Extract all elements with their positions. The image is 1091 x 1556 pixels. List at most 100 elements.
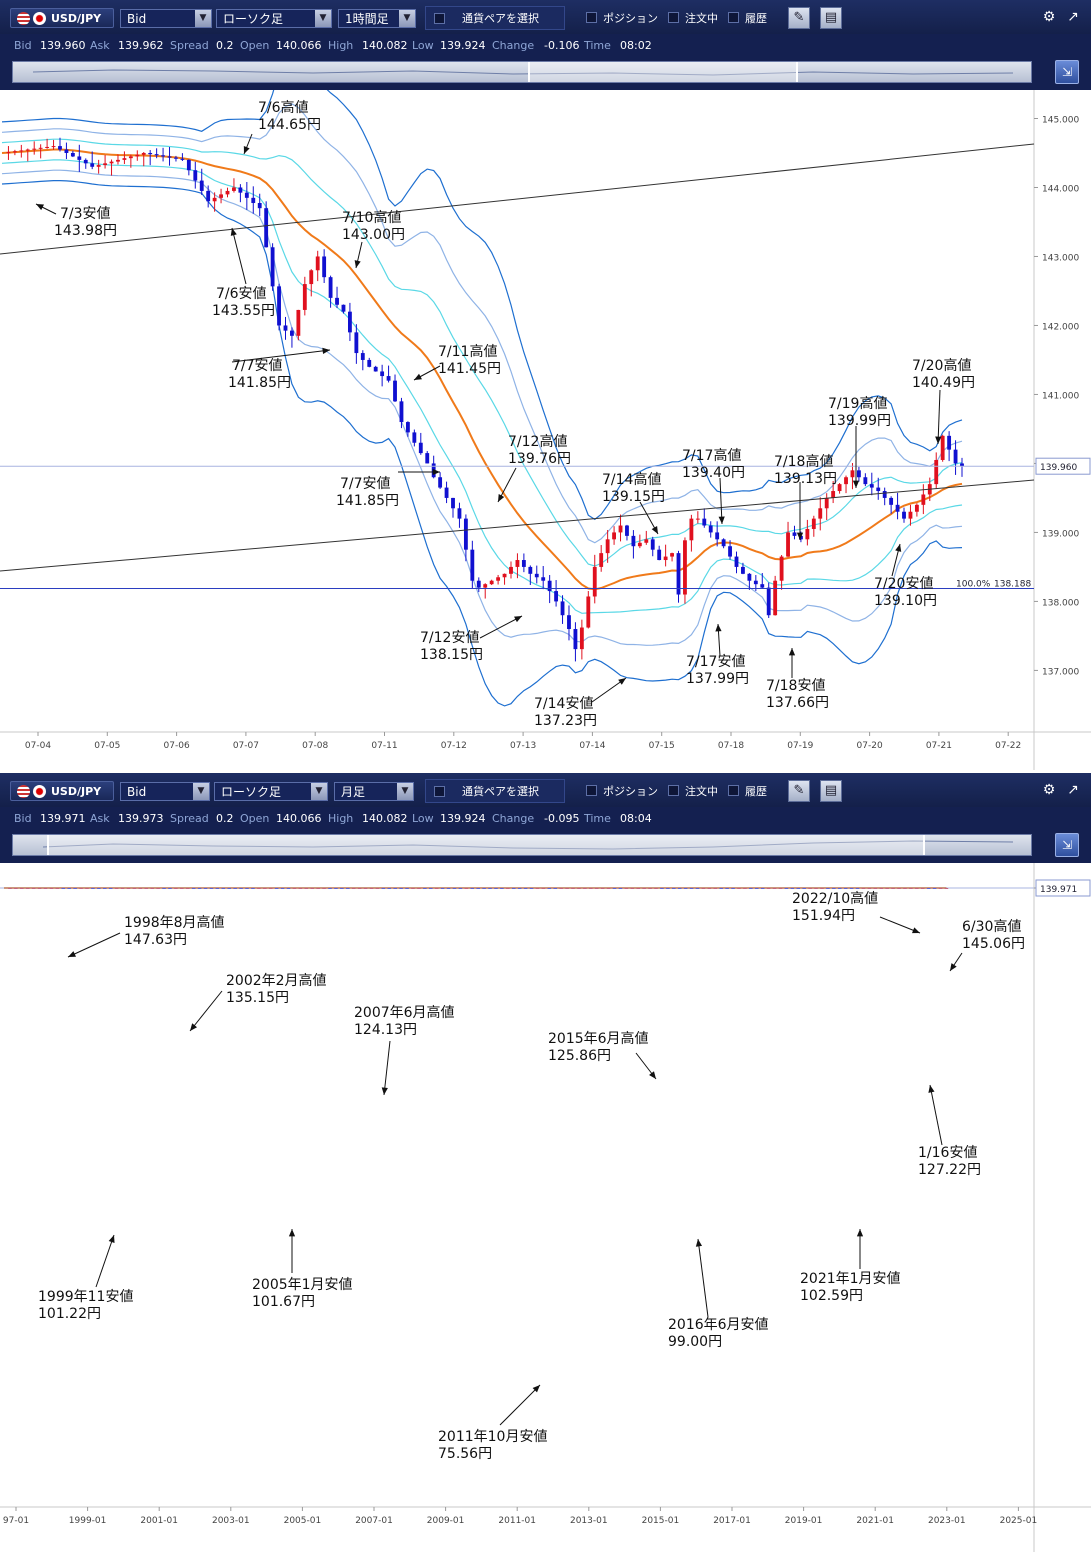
arrow-head [649,1071,656,1079]
chevron-down-icon: ▼ [195,10,211,27]
x-tick-label: 2001-01 [140,1516,178,1526]
timeframe-select[interactable]: 1時間足 ▼ [338,9,416,28]
candle-body [232,187,236,191]
timeframe-select[interactable]: 月足 ▼ [334,782,414,801]
gear-icon[interactable]: ⚙ [1042,9,1056,25]
candle-body [695,518,700,520]
navigator-track[interactable] [12,834,1032,856]
expand-icon[interactable]: ↗ [1067,782,1079,798]
candle-body [921,494,926,505]
history-checkbox[interactable] [728,785,739,796]
fit-icon[interactable]: ⇲ [1055,833,1079,857]
price-type-select[interactable]: Bid ▼ [120,782,210,801]
annotation-label: 7/20高値 [912,357,971,374]
candle-body [212,197,217,202]
chevron-down-icon: ▼ [311,783,327,800]
candle-body [180,158,185,160]
arrow-head [895,544,902,552]
hourly-chart[interactable]: 145.000144.000143.000142.000141.000140.0… [0,47,1091,774]
candle-body [856,470,861,478]
jp-flag-icon [33,785,46,798]
annotation-price: 124.13円 [354,1022,417,1038]
candle-body [244,192,249,198]
candle-body [264,208,269,248]
annotation-price: 125.86円 [548,1048,611,1064]
orders-checkbox[interactable] [668,785,679,796]
candle-body [689,518,694,541]
candle-body [914,504,919,512]
window-icon[interactable]: ▤ [820,780,842,802]
annotation-label: 7/17高値 [682,447,741,464]
monthly-chart-svg[interactable]: 160.000150.000140.000130.000120.000110.0… [0,863,1091,1552]
candle-body [128,156,133,159]
annotation-label: 7/18高値 [774,453,833,470]
x-tick-label: 07-04 [25,741,51,751]
select-pair-button[interactable]: 通貨ペアを選択 [425,779,565,803]
candle-body [360,353,365,360]
navigator-track[interactable] [12,61,1032,83]
position-checkbox[interactable] [586,785,597,796]
chart-type-select[interactable]: ローソク足 ▼ [214,782,328,801]
y-tick-label: 145.000 [1042,115,1079,125]
candle-body [251,197,256,204]
history-label: 履歴 [745,12,767,25]
x-tick-label: 07-21 [926,741,952,751]
annotation-price: 141.45円 [438,361,501,377]
draw-tool-icon[interactable]: ✎ [788,780,810,802]
gear-icon[interactable]: ⚙ [1042,782,1056,798]
annotation-arrow [231,227,247,285]
spread-value: 0.2 [216,812,234,825]
annotation-price: 140.49円 [912,375,975,391]
x-tick-label: 2009-01 [427,1516,465,1526]
x-tick-label: 07-18 [718,741,744,751]
hourly-chart-svg[interactable]: 145.000144.000143.000142.000141.000140.0… [0,47,1091,770]
fit-icon[interactable]: ⇲ [1055,60,1079,84]
candle-body [425,453,430,464]
chevron-down-icon: ▼ [193,783,209,800]
annotation-label: 2002年2月高値 [226,972,327,989]
symbol-button[interactable]: USD/JPY [10,781,114,801]
trend-line [0,143,1035,255]
symbol-button[interactable]: USD/JPY [10,8,114,28]
window-icon[interactable]: ▤ [820,7,842,29]
monthly-chart[interactable]: 160.000150.000140.000130.000120.000110.0… [0,863,1091,1556]
annotation-arrow [231,349,331,363]
open-value: 140.066 [276,39,322,52]
navigator-window[interactable] [528,62,798,82]
annotation-label: 7/3安値 [60,206,111,222]
arrow-head [322,347,330,354]
candle-body [335,297,339,305]
candle-body [489,580,494,585]
candle-body [51,146,56,148]
candle-body [837,484,842,492]
x-tick-label: 2019-01 [785,1516,823,1526]
price-type-select[interactable]: Bid ▼ [120,9,212,28]
expand-icon[interactable]: ↗ [1067,9,1079,25]
select-pair-button[interactable]: 通貨ペアを選択 [425,6,565,30]
candle-body [521,560,526,567]
navigator-window[interactable] [47,835,925,855]
position-checkbox[interactable] [586,12,597,23]
candle-body [644,539,649,543]
chart-type-select[interactable]: ローソク足 ▼ [216,9,332,28]
annotation-price: 127.22円 [918,1162,981,1178]
low-value: 139.924 [440,39,486,52]
annotation-price: 138.15円 [420,647,483,663]
x-tick-label: 2007-01 [355,1516,393,1526]
chart-panel-monthly: USD/JPY Bid ▼ ローソク足 ▼ 月足 ▼ 通貨ペアを選択 ポジション 注文… [0,773,1091,1552]
history-checkbox[interactable] [728,12,739,23]
draw-tool-icon[interactable]: ✎ [788,7,810,29]
orders-checkbox[interactable] [668,12,679,23]
candle-body [322,256,327,278]
candle-body [728,546,732,557]
fib-label: 100.0% [956,579,991,589]
candle-body [277,286,281,326]
annotation-label: 7/18安値 [766,678,825,694]
candle-body [470,549,475,581]
annotation-label: 7/12高値 [508,433,567,450]
navigator-sparkline [42,840,1014,850]
